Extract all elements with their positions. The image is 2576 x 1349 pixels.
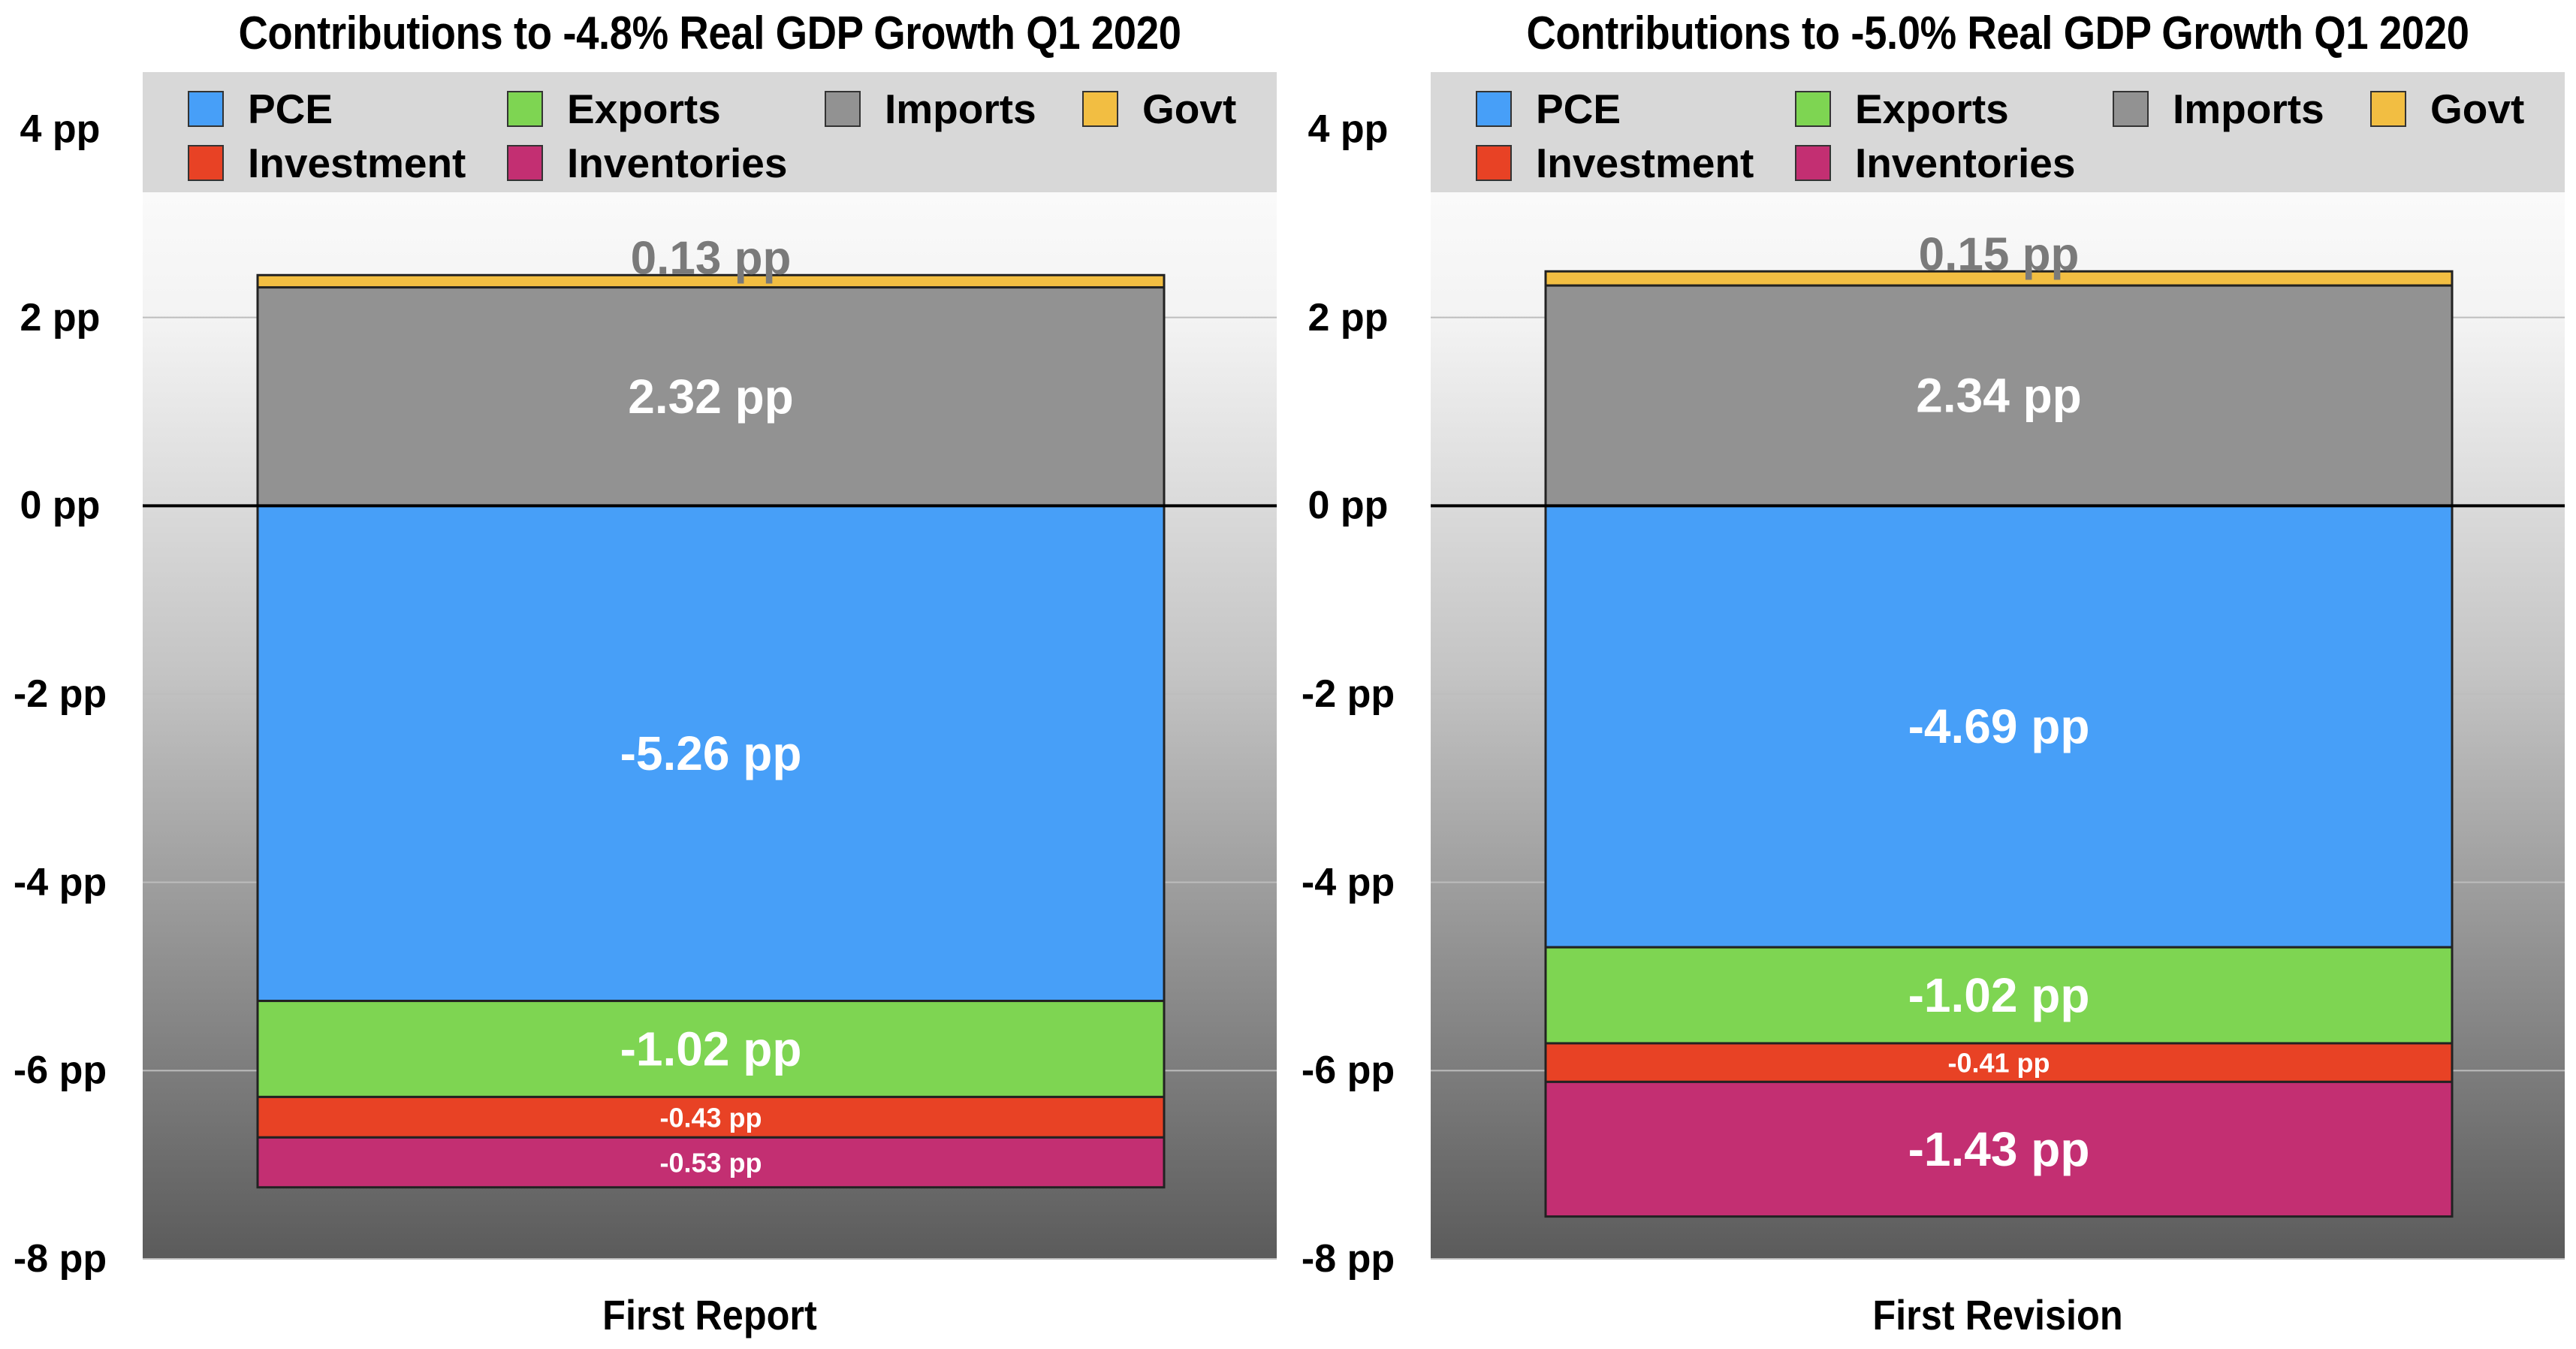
x-category-label: First Report [602,1290,817,1338]
legend-item-govt: Govt [1082,86,1237,132]
legend-item-pce: PCE [1476,86,1621,132]
data-label-exports: -1.02 pp [620,1022,802,1076]
y-tick-label: 4 pp [1308,107,1389,151]
y-tick-label: -2 pp [1301,672,1395,716]
chart-panel-first-revision: 2.34 pp 0.15 pp -4.69 pp -1.02 pp -0.41 pp -1… [1288,0,2576,1349]
legend-label: Exports [567,86,721,132]
data-label-imports: 2.32 pp [628,370,794,424]
legend-item-inventories: Inventories [507,140,787,186]
legend-item-inventories: Inventories [1795,140,2075,186]
legend-item-pce: PCE [188,86,333,132]
chart-title: Contributions to -5.0% Real GDP Growth Q… [1526,7,2469,59]
legend-label: Exports [1855,86,2009,132]
bar-segment-investment [1544,1042,2454,1083]
bar-segment-investment [256,1095,1166,1139]
legend-item-imports: Imports [2113,86,2324,132]
bar-segment-inventories [256,1136,1166,1189]
legend-swatch-investment [188,145,224,181]
bar-segment-pce [1544,504,2454,949]
legend-item-govt: Govt [2370,86,2525,132]
chart-legend: PCE Exports Imports Govt Investment Inve… [1431,72,2565,192]
data-label-govt: 0.15 pp [1919,228,2080,280]
legend-swatch-inventories [1795,145,1831,181]
legend-swatch-imports [2113,91,2149,127]
legend-label: PCE [248,86,333,132]
legend-swatch-exports [1795,91,1831,127]
data-label-inventories: -1.43 pp [1908,1122,2090,1176]
y-tick-label: -8 pp [13,1237,107,1281]
bar-segment-inventories [1544,1080,2454,1218]
legend-swatch-pce [188,91,224,127]
chart-plot-first-revision: 2.34 pp 0.15 pp -4.69 pp -1.02 pp -0.41 pp -1… [1431,72,2565,1260]
chart-plot-first-report: 2.32 pp 0.13 pp -5.26 pp -1.02 pp -0.43 pp -0… [143,72,1277,1260]
chart-legend: PCE Exports Imports Govt Investment Inve… [143,72,1277,192]
y-tick-label: -4 pp [1301,860,1395,904]
legend-swatch-pce [1476,91,1512,127]
y-tick-label: -4 pp [13,860,107,904]
legend-label: Investment [1536,140,1754,186]
data-label-pce: -5.26 pp [620,726,802,780]
chart-panel-first-report: 2.32 pp 0.13 pp -5.26 pp -1.02 pp -0.43 pp -0… [13,7,1277,1338]
y-tick-label: 4 pp [20,107,101,151]
legend-item-exports: Exports [1795,86,2009,132]
legend-item-imports: Imports [825,86,1036,132]
legend-label: Imports [2173,86,2324,132]
data-label-investment: -0.43 pp [659,1102,762,1133]
legend-label: Govt [2430,86,2525,132]
legend-label: Imports [885,86,1036,132]
x-category-label: First Revision [1872,1290,2123,1338]
legend-swatch-investment [1476,145,1512,181]
legend-swatch-inventories [507,145,543,181]
legend-label: Inventories [567,140,788,186]
legend-label: Govt [1142,86,1237,132]
legend-item-investment: Investment [1476,140,1754,186]
legend-swatch-govt [2370,91,2406,127]
bar-segment-govt [256,273,1166,289]
legend-label: Inventories [1855,140,2076,186]
y-tick-label: 2 pp [20,295,101,340]
bar-segment-imports [1544,284,2454,507]
y-tick-label: -6 pp [1301,1049,1395,1093]
bar-segment-imports [256,286,1166,507]
legend-swatch-imports [825,91,861,127]
chart-title: Contributions to -4.8% Real GDP Growth Q… [238,7,1181,59]
data-label-investment: -0.41 pp [1947,1048,2050,1079]
data-label-imports: 2.34 pp [1916,369,2082,423]
data-label-pce: -4.69 pp [1908,699,2090,753]
data-label-exports: -1.02 pp [1908,968,2090,1022]
bar-segment-exports [1544,946,2454,1045]
legend-swatch-exports [507,91,543,127]
y-tick-label: 0 pp [20,484,101,528]
legend-label: Investment [248,140,466,186]
bar-segment-govt [1544,270,2454,287]
y-tick-label: -8 pp [1301,1237,1395,1281]
y-tick-label: 2 pp [1308,295,1389,340]
bar-segment-exports [256,1000,1166,1098]
y-tick-label: -2 pp [13,672,107,716]
y-tick-label: -6 pp [13,1049,107,1093]
y-tick-label: 0 pp [1308,484,1389,528]
legend-item-investment: Investment [188,140,466,186]
data-label-govt: 0.13 pp [631,232,792,284]
bar-segment-pce [256,504,1166,1003]
data-label-inventories: -0.53 pp [659,1148,762,1178]
legend-swatch-govt [1082,91,1118,127]
legend-item-exports: Exports [507,86,721,132]
legend-label: PCE [1536,86,1621,132]
